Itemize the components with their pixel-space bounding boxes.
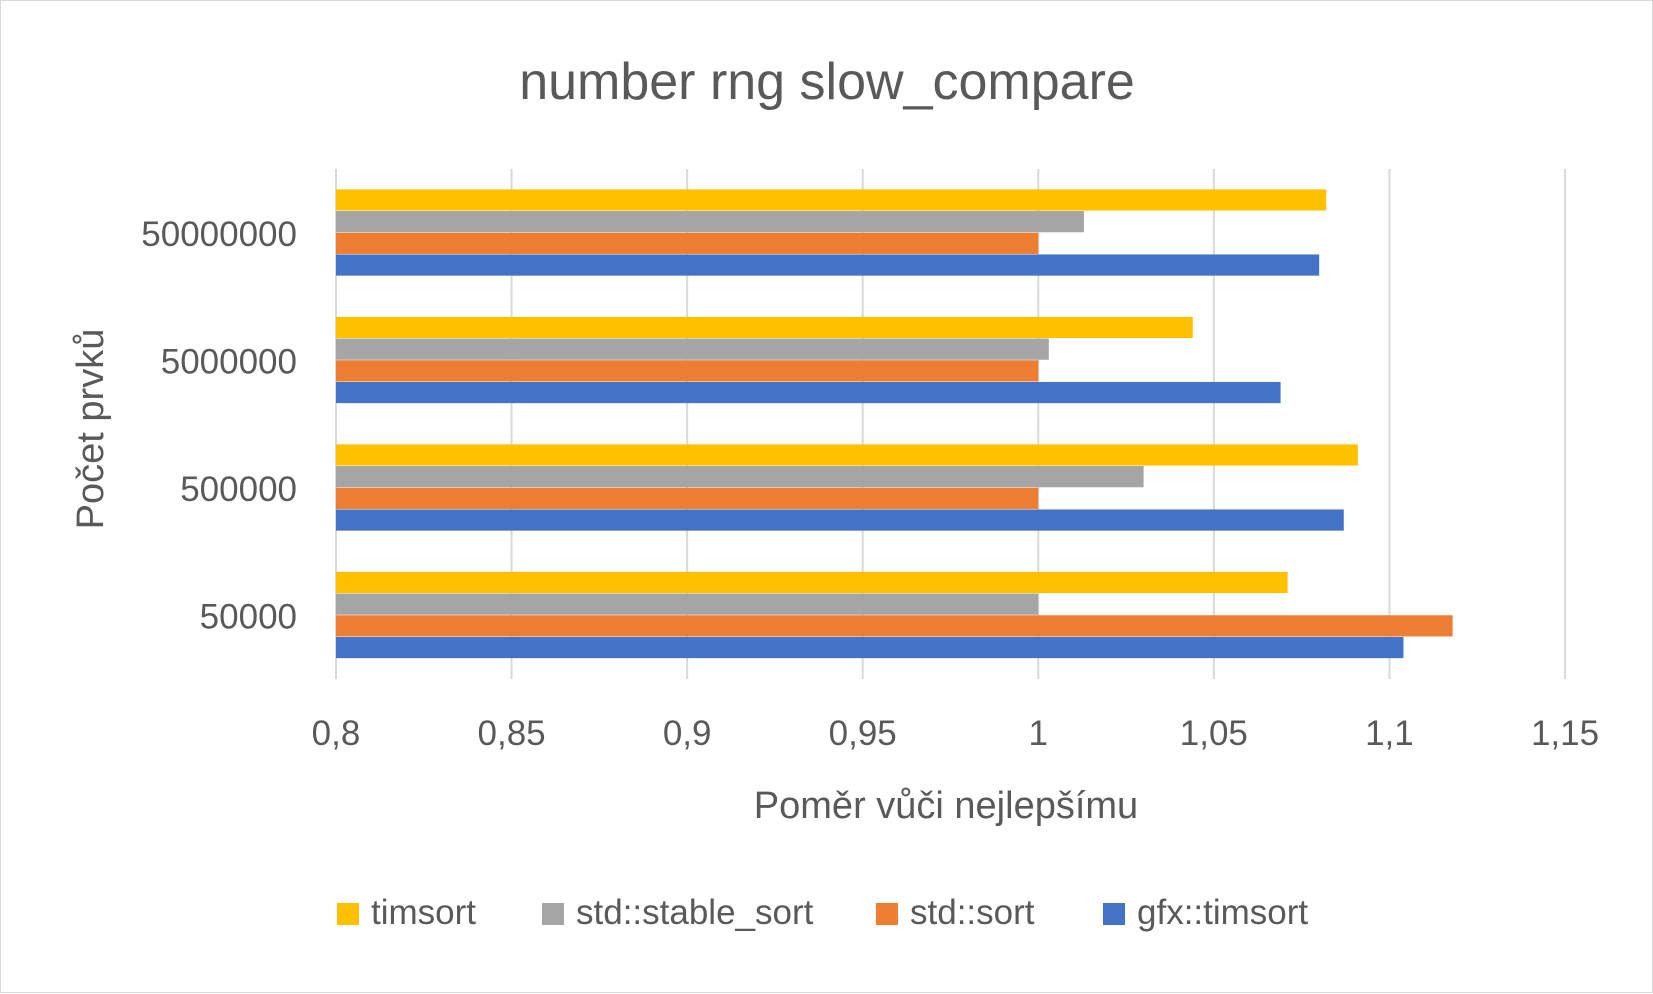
x-tick-label: 1,05 — [1180, 714, 1248, 753]
legend-label: std::sort — [910, 893, 1035, 932]
bar-std-sort — [336, 615, 1453, 637]
bar-std-sort — [336, 487, 1039, 509]
x-tick-label: 0,95 — [829, 714, 897, 753]
y-tick-labels: 50000 500000 5000000 50000000 — [141, 215, 297, 637]
bar-std-stable-sort — [336, 466, 1144, 488]
bar-std-sort — [336, 360, 1039, 382]
x-tick-labels: 0,8 0,85 0,9 0,95 1 1,05 1,1 1,15 — [312, 714, 1599, 753]
legend-swatch — [876, 903, 898, 925]
legend-swatch — [1103, 903, 1125, 925]
y-tick-label: 50000 — [200, 597, 297, 636]
x-tick-label: 0,85 — [478, 714, 546, 753]
gridlines — [335, 169, 1566, 679]
x-tick-label: 1,15 — [1531, 714, 1599, 753]
x-tick-label: 1,1 — [1365, 714, 1414, 753]
legend: timsort std::stable_sort std::sort gfx::tim… — [337, 893, 1308, 932]
y-tick-label: 5000000 — [161, 342, 297, 381]
x-tick-label: 0,9 — [663, 714, 712, 753]
x-tick-label: 0,8 — [312, 714, 361, 753]
bar-std-sort — [336, 232, 1039, 254]
x-axis-title: Poměr vůči nejlepšímu — [754, 785, 1138, 827]
bar-gfx-timsort — [336, 509, 1344, 531]
bar-std-stable-sort — [336, 211, 1084, 233]
legend-swatch — [542, 903, 564, 925]
bar-std-stable-sort — [336, 338, 1049, 360]
bar-timsort — [336, 444, 1358, 466]
y-tick-label: 50000000 — [141, 215, 297, 254]
y-tick-label: 500000 — [180, 470, 297, 509]
x-tick-label: 1 — [1029, 714, 1048, 753]
bars — [336, 189, 1453, 659]
bar-timsort — [336, 316, 1193, 339]
bar-gfx-timsort — [336, 254, 1320, 276]
bar-gfx-timsort — [336, 381, 1281, 404]
chart-title: number rng slow_compare — [519, 53, 1135, 111]
bar-timsort — [336, 189, 1327, 211]
legend-label: std::stable_sort — [576, 893, 814, 932]
y-axis-title: Počet prvků — [70, 329, 112, 530]
bar-std-stable-sort — [336, 593, 1039, 615]
bar-timsort — [336, 571, 1288, 594]
legend-swatch — [337, 903, 359, 925]
bar-gfx-timsort — [336, 636, 1404, 659]
legend-label: gfx::timsort — [1137, 893, 1308, 932]
legend-label: timsort — [371, 893, 476, 932]
